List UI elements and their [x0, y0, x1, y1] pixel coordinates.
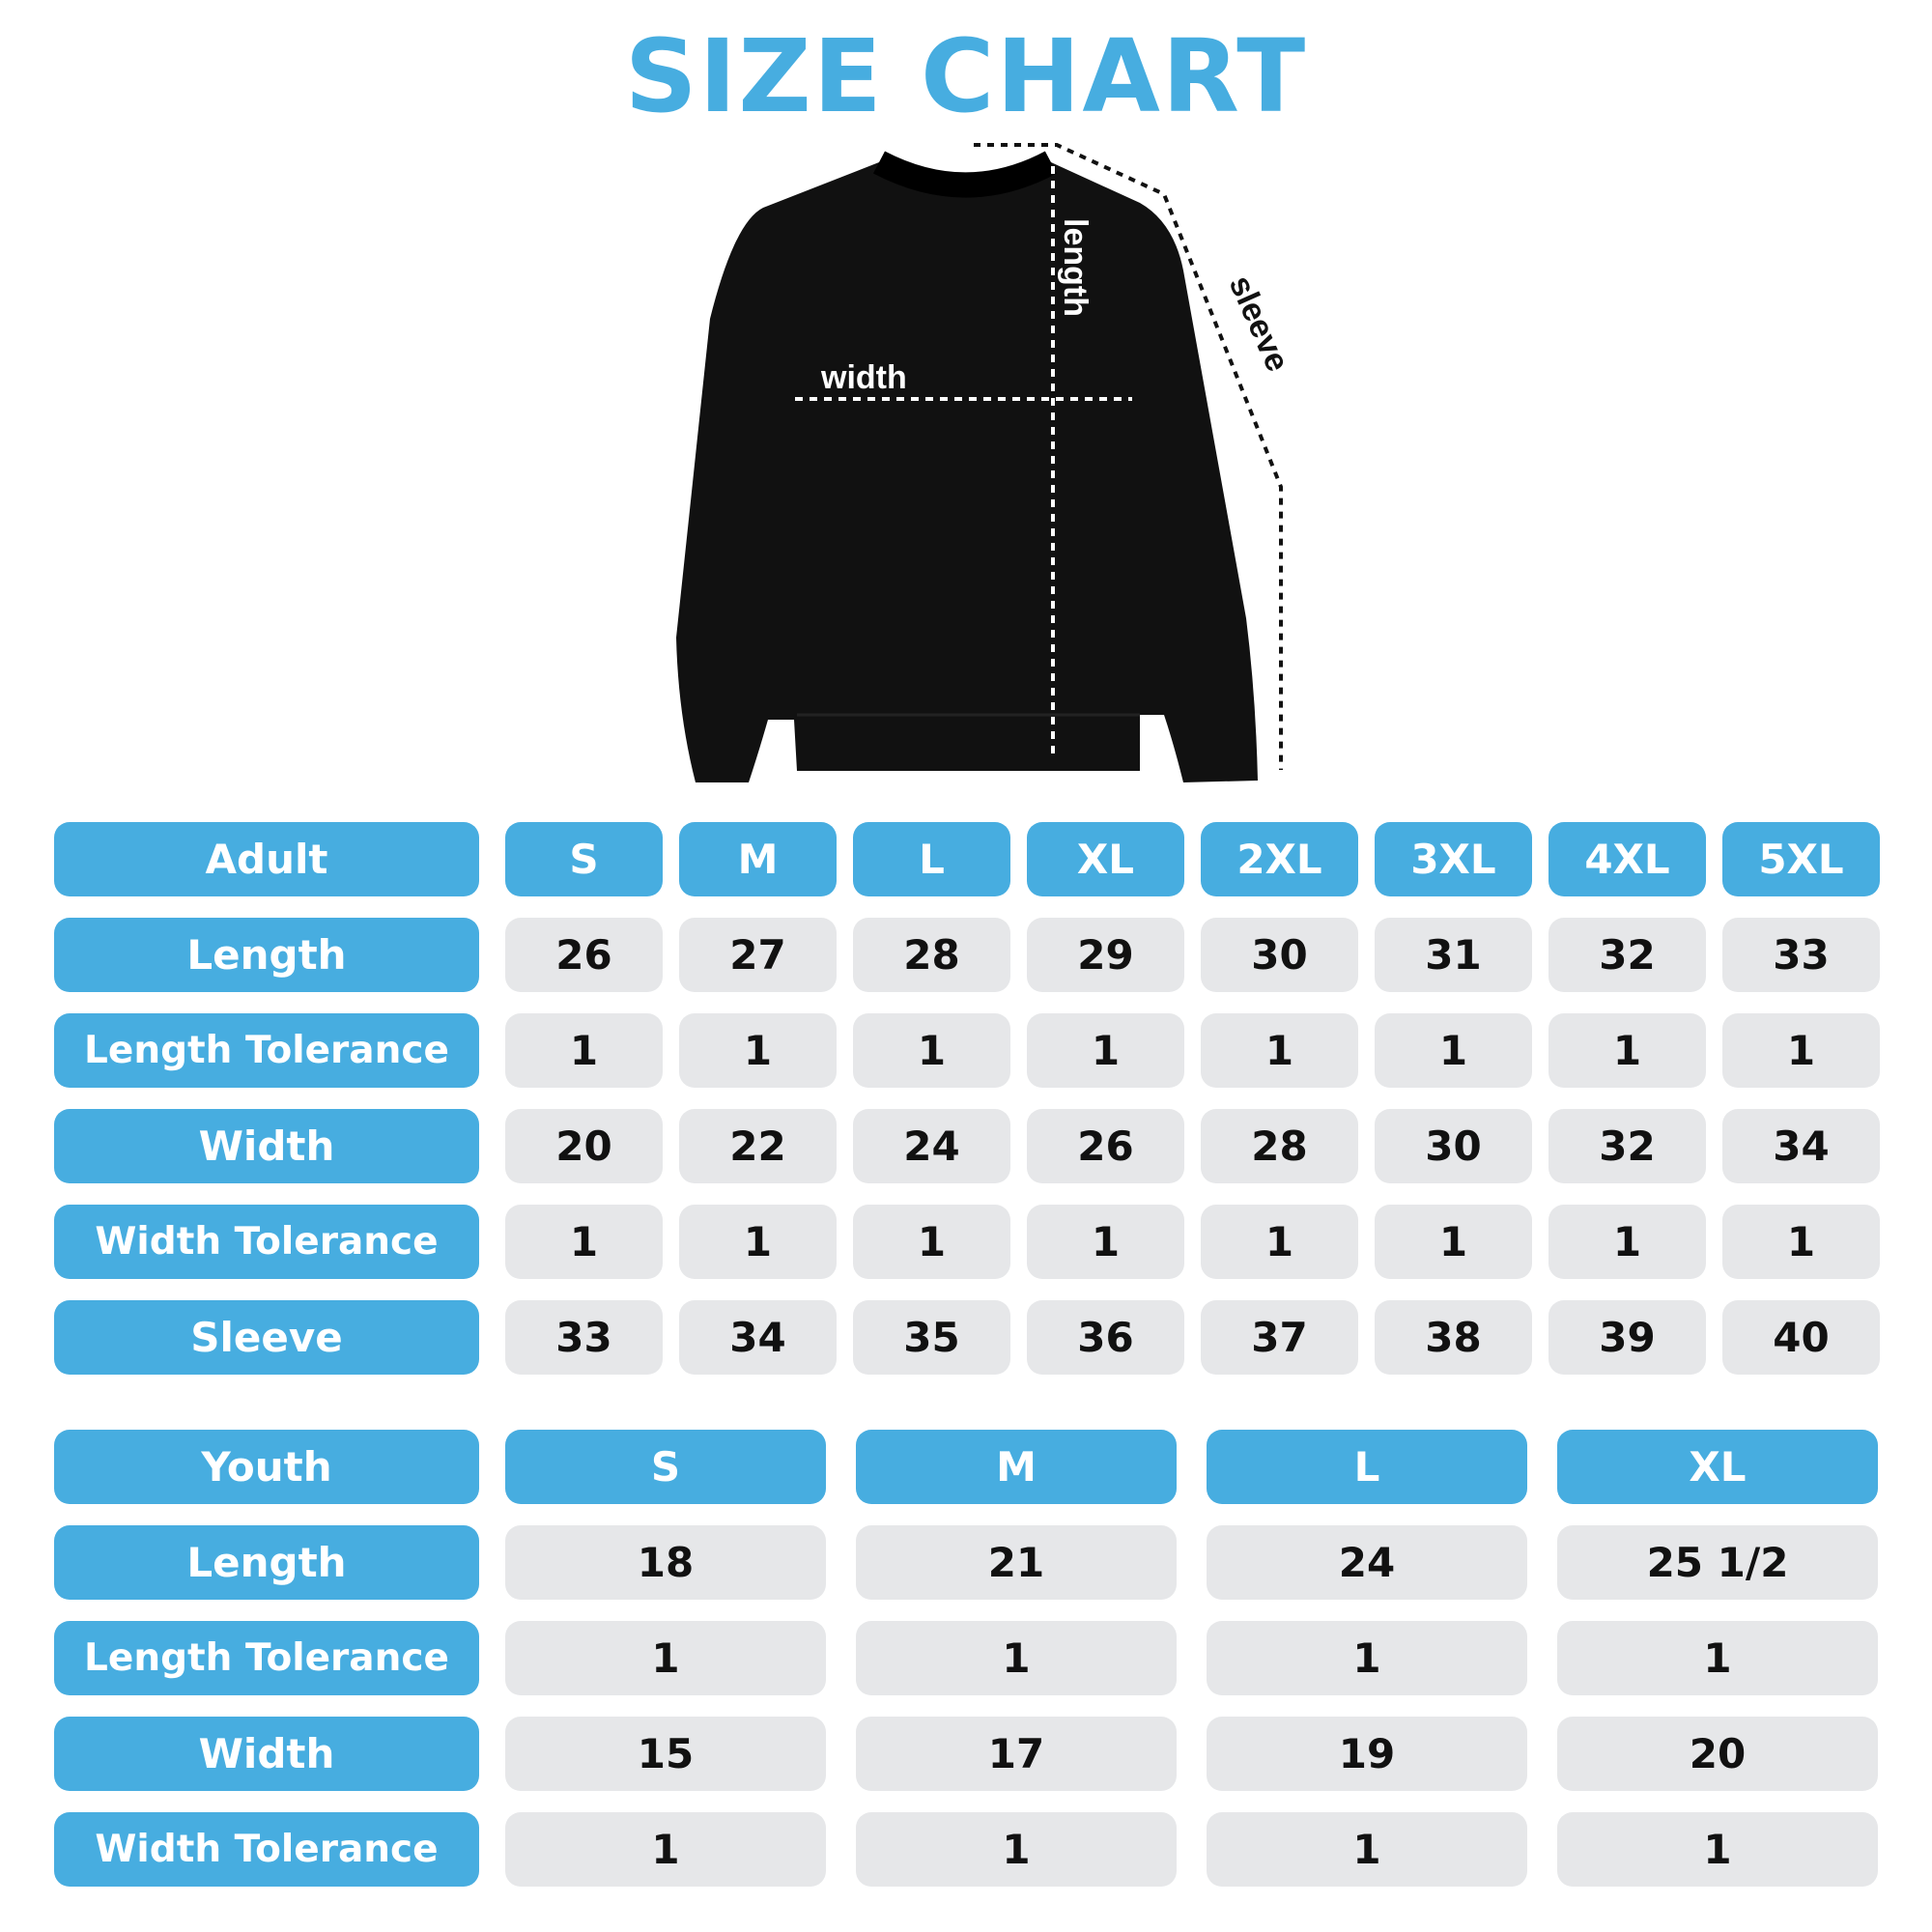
adult-table-cell: 1: [853, 1205, 1010, 1279]
adult-table-cell: 22: [679, 1109, 837, 1183]
adult-size-header: 5XL: [1722, 822, 1880, 896]
adult-table-cell: 20: [505, 1109, 663, 1183]
youth-table-cell: 1: [856, 1621, 1177, 1695]
adult-table-cell: 1: [679, 1013, 837, 1088]
adult-table-cell: 1: [1027, 1013, 1184, 1088]
youth-table-cell: 18: [505, 1525, 826, 1600]
youth-table-cell: 25 1/2: [1557, 1525, 1878, 1600]
adult-table-cell: 30: [1375, 1109, 1532, 1183]
adult-table-cell: 38: [1375, 1300, 1532, 1375]
adult-table-cell: 1: [1375, 1205, 1532, 1279]
adult-table-cell: 1: [1722, 1205, 1880, 1279]
youth-size-header: M: [856, 1430, 1177, 1504]
adult-table-cell: 30: [1201, 918, 1358, 992]
adult-table-cell: 1: [1375, 1013, 1532, 1088]
adult-header-label: Adult: [54, 822, 479, 896]
youth-table-cell: 21: [856, 1525, 1177, 1600]
adult-size-header: M: [679, 822, 837, 896]
adult-table-cell: 34: [1722, 1109, 1880, 1183]
adult-table-cell: 32: [1548, 918, 1706, 992]
youth-table-cell: 1: [1207, 1621, 1527, 1695]
adult-table-cell: 33: [505, 1300, 663, 1375]
youth-table-cell: 1: [505, 1621, 826, 1695]
youth-table-cell: 20: [1557, 1717, 1878, 1791]
width-label: width: [820, 359, 907, 396]
adult-table-cell: 37: [1201, 1300, 1358, 1375]
adult-table-cell: 28: [853, 918, 1010, 992]
length-label: length: [1057, 218, 1094, 317]
adult-table-cell: 1: [679, 1205, 837, 1279]
sweater-diagram: width length sleeve: [676, 143, 1296, 782]
adult-table-cell: 1: [1201, 1205, 1358, 1279]
adult-table-cell: 35: [853, 1300, 1010, 1375]
youth-table-cell: 1: [1207, 1812, 1527, 1887]
adult-size-header: 4XL: [1548, 822, 1706, 896]
adult-size-header: L: [853, 822, 1010, 896]
youth-table-cell: 24: [1207, 1525, 1527, 1600]
youth-row-label: Length Tolerance: [54, 1621, 479, 1695]
youth-table-cell: 1: [1557, 1621, 1878, 1695]
adult-size-header: 3XL: [1375, 822, 1532, 896]
youth-table-cell: 1: [856, 1812, 1177, 1887]
adult-table-cell: 1: [1548, 1013, 1706, 1088]
adult-table-cell: 36: [1027, 1300, 1184, 1375]
adult-row-label: Sleeve: [54, 1300, 479, 1375]
adult-table-cell: 1: [1201, 1013, 1358, 1088]
adult-size-header: 2XL: [1201, 822, 1358, 896]
youth-size-header: S: [505, 1430, 826, 1504]
youth-table-cell: 1: [505, 1812, 826, 1887]
youth-table-cell: 19: [1207, 1717, 1527, 1791]
adult-size-header: S: [505, 822, 663, 896]
adult-table-cell: 1: [505, 1205, 663, 1279]
youth-table-cell: 15: [505, 1717, 826, 1791]
youth-row-label: Width: [54, 1717, 479, 1791]
youth-header-label: Youth: [54, 1430, 479, 1504]
adult-table-cell: 26: [1027, 1109, 1184, 1183]
sweater-illustration: [676, 151, 1258, 782]
sleeve-label: sleeve: [1222, 270, 1296, 377]
adult-table-cell: 34: [679, 1300, 837, 1375]
adult-table-cell: 1: [853, 1013, 1010, 1088]
adult-table-cell: 31: [1375, 918, 1532, 992]
adult-table-cell: 27: [679, 918, 837, 992]
adult-table-cell: 32: [1548, 1109, 1706, 1183]
adult-table-cell: 29: [1027, 918, 1184, 992]
adult-table-cell: 39: [1548, 1300, 1706, 1375]
youth-size-header: XL: [1557, 1430, 1878, 1504]
adult-table-cell: 1: [1548, 1205, 1706, 1279]
youth-size-header: L: [1207, 1430, 1527, 1504]
adult-row-label: Length Tolerance: [54, 1013, 479, 1088]
page-title: SIZE CHART: [624, 17, 1308, 135]
youth-row-label: Width Tolerance: [54, 1812, 479, 1887]
adult-row-label: Length: [54, 918, 479, 992]
youth-row-label: Length: [54, 1525, 479, 1600]
adult-table-cell: 1: [505, 1013, 663, 1088]
youth-table-cell: 1: [1557, 1812, 1878, 1887]
adult-table-cell: 28: [1201, 1109, 1358, 1183]
adult-table-cell: 40: [1722, 1300, 1880, 1375]
adult-table-cell: 24: [853, 1109, 1010, 1183]
adult-row-label: Width: [54, 1109, 479, 1183]
adult-table-cell: 1: [1027, 1205, 1184, 1279]
youth-table-cell: 17: [856, 1717, 1177, 1791]
adult-table-cell: 33: [1722, 918, 1880, 992]
adult-table-cell: 1: [1722, 1013, 1880, 1088]
adult-row-label: Width Tolerance: [54, 1205, 479, 1279]
sleeve-measure-line: [974, 143, 1283, 770]
adult-table-cell: 26: [505, 918, 663, 992]
adult-size-header: XL: [1027, 822, 1184, 896]
